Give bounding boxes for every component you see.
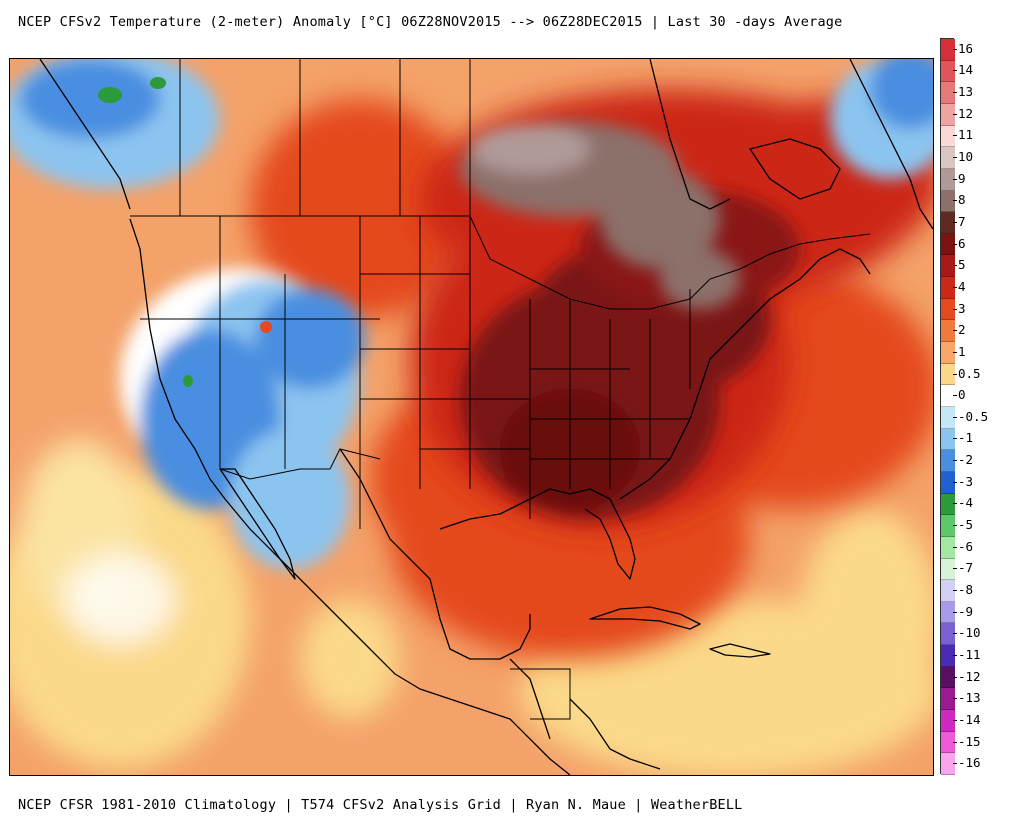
legend-swatch: [941, 471, 955, 494]
anomaly-green-spots: [98, 77, 272, 387]
legend-swatch: [941, 168, 955, 191]
legend-label: 7: [953, 214, 966, 229]
legend-swatch: [941, 493, 955, 516]
legend-label: -14: [953, 711, 981, 727]
legend-label: 1: [953, 343, 966, 359]
legend-label: -13: [953, 690, 981, 706]
legend-label: 14: [952, 62, 974, 78]
legend-swatch: [941, 125, 955, 148]
legend-swatch: [941, 753, 955, 775]
legend-label: -1: [952, 430, 974, 446]
legend-swatch: [941, 60, 955, 83]
legend-swatch: [941, 731, 955, 754]
legend-label: 10: [952, 149, 974, 165]
legend-label: -5: [952, 517, 974, 533]
legend-swatch: [941, 450, 955, 472]
legend-swatch: [941, 428, 955, 451]
legend-swatch: [941, 666, 955, 689]
borders: [130, 59, 871, 720]
legend-label: 3: [953, 300, 966, 316]
legend-swatch: [941, 212, 955, 234]
legend-label: -6: [952, 538, 974, 554]
legend-swatch: [941, 536, 955, 559]
map-title: NCEP CFSv2 Temperature (2-meter) Anomaly…: [18, 14, 843, 30]
legend-label: 11: [952, 127, 974, 143]
legend-swatch: [941, 580, 955, 602]
legend-label: 4: [953, 278, 966, 294]
map-footer: NCEP CFSR 1981-2010 Climatology | T574 C…: [18, 797, 743, 813]
legend-label: 0.5: [953, 365, 981, 381]
legend-swatch: [941, 147, 955, 169]
legend-label: -16: [953, 755, 981, 771]
legend-label: 13: [952, 84, 974, 100]
legend-label: 6: [953, 235, 966, 251]
legend-label: -15: [953, 733, 981, 749]
legend-swatch: [941, 515, 955, 537]
legend-label: 2: [953, 322, 966, 338]
legend-swatch: [941, 710, 955, 732]
legend-label: 16: [952, 40, 974, 56]
legend-label: -8: [952, 582, 974, 597]
legend-label: -4: [952, 495, 974, 511]
legend-label: -11: [953, 646, 981, 662]
legend-swatch: [941, 645, 955, 667]
legend-swatch: [941, 601, 955, 624]
legend-swatch: [941, 342, 955, 364]
legend-label: 12: [952, 105, 974, 121]
legend-swatch: [941, 82, 955, 104]
legend-label: 8: [953, 192, 966, 208]
legend-swatch: [941, 407, 955, 429]
color-bar: [940, 38, 955, 775]
legend-swatch: [941, 363, 955, 386]
coastlines: [39, 59, 933, 775]
anomaly-cool-west: [10, 59, 933, 569]
legend-swatch: [941, 190, 955, 213]
legend-label: -7: [952, 560, 974, 576]
legend-label: -2: [952, 452, 974, 468]
legend-swatch: [941, 688, 955, 711]
legend-swatch: [941, 623, 955, 646]
legend-swatch: [941, 39, 955, 61]
legend-swatch: [941, 320, 955, 343]
legend-label: -10: [953, 625, 981, 641]
legend-swatch: [941, 385, 955, 407]
legend-swatch: [941, 255, 955, 278]
legend-label: 5: [953, 257, 966, 273]
legend-label: -9: [952, 603, 974, 619]
anomaly-brown-peak: [460, 121, 740, 309]
legend-label: 0: [953, 387, 966, 403]
legend-swatch: [941, 277, 955, 299]
legend-swatch: [941, 233, 955, 256]
legend-swatch: [941, 103, 955, 126]
color-legend: 16 14 13 12 11 10 9 8 7 6 5 4 3 2 1 0.5 0 -0.5 -1 -2 -3 -4 -5 -…: [940, 38, 1020, 775]
legend-label: -3: [952, 473, 974, 489]
legend-swatch: [941, 558, 955, 581]
legend-label: 9: [953, 170, 966, 186]
legend-label: -0.5: [952, 408, 989, 424]
legend-label: -12: [953, 668, 981, 684]
anomaly-map: [9, 58, 934, 776]
legend-swatch: [941, 298, 955, 321]
